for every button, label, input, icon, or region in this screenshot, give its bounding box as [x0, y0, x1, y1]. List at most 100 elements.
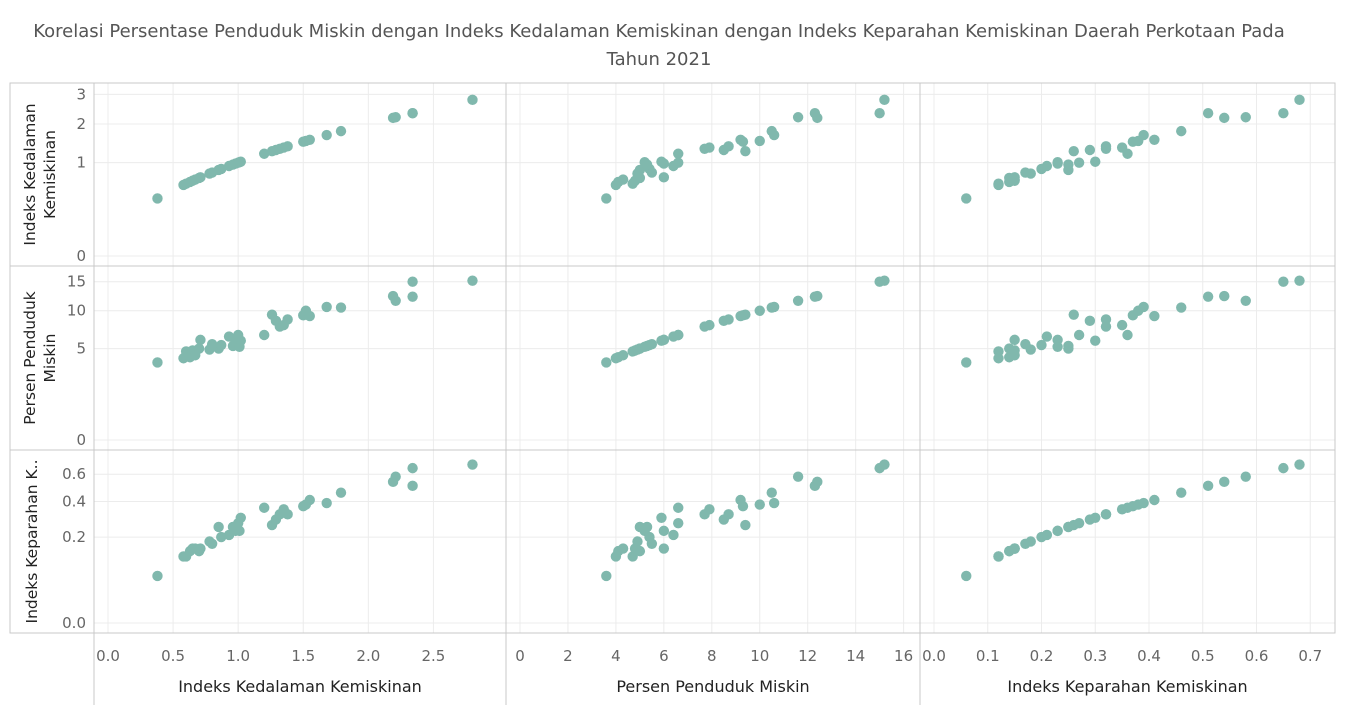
data-point [1240, 471, 1251, 482]
x-tick-label: 8 [707, 647, 717, 665]
data-point [1278, 462, 1289, 474]
data-point [1294, 94, 1305, 106]
data-point [723, 509, 734, 520]
data-point [1068, 146, 1079, 157]
x-tick-label: 0.4 [1137, 647, 1161, 665]
data-point [282, 314, 293, 325]
data-point [1073, 329, 1085, 341]
data-point [1278, 276, 1289, 287]
data-point [735, 134, 746, 146]
data-point [1068, 309, 1079, 320]
data-point [304, 134, 315, 146]
data-point [993, 551, 1004, 562]
data-point [601, 570, 612, 582]
data-point [335, 125, 347, 137]
data-point [1138, 301, 1149, 313]
data-point [792, 295, 804, 306]
data-point [152, 193, 163, 204]
data-point [390, 471, 401, 482]
row-label-line: Indeks Keparahan K.. [23, 460, 41, 624]
data-point [704, 319, 715, 331]
y-tick-label: 0 [76, 431, 86, 449]
grid-layer [94, 83, 1335, 633]
data-point [1020, 538, 1031, 549]
data-point [1202, 291, 1214, 302]
data-point [634, 164, 646, 176]
data-point [809, 291, 821, 302]
data-point [754, 499, 765, 510]
matrix-frame [9, 82, 1336, 634]
data-point [658, 172, 670, 183]
data-point [673, 517, 684, 529]
data-point [627, 551, 638, 562]
data-point [1202, 480, 1214, 492]
data-point [282, 509, 293, 520]
data-point [259, 329, 270, 341]
data-point [634, 545, 646, 557]
data-point [740, 146, 751, 157]
y-tick-label: 0.0 [62, 614, 86, 632]
data-point [407, 108, 418, 119]
x-tick-label: 10 [750, 647, 769, 665]
data-point [304, 494, 315, 506]
data-point [993, 178, 1004, 189]
x-tick-label: 12 [798, 647, 817, 665]
row-label-p1: Indeks Kedalaman Kemiskinan [21, 103, 59, 245]
data-point [1063, 159, 1074, 170]
data-point [1036, 339, 1047, 351]
data-point [1084, 144, 1096, 156]
data-point [1004, 343, 1015, 354]
data-point [1176, 487, 1187, 498]
data-point [1122, 329, 1133, 341]
data-point [193, 343, 205, 354]
data-point [673, 157, 684, 168]
data-point [467, 459, 478, 470]
data-point [961, 357, 972, 368]
data-point [735, 494, 746, 506]
data-point [1138, 129, 1149, 141]
data-point [1116, 504, 1128, 515]
data-point [1084, 315, 1096, 327]
x-tick-label: 0.0 [922, 647, 946, 665]
data-point [1240, 295, 1251, 306]
y-tick-label: 0.6 [62, 465, 86, 483]
row-label-line: Indeks Kedalaman [21, 103, 39, 245]
data-point [1219, 290, 1230, 302]
data-point [335, 487, 347, 498]
data-point [234, 525, 245, 537]
data-point [1009, 172, 1020, 183]
data-point [1041, 529, 1053, 541]
data-point [639, 157, 650, 168]
data-point [1041, 160, 1053, 172]
data-point [1138, 497, 1149, 509]
row-label-line: Miskin [41, 334, 59, 383]
data-point [617, 174, 629, 185]
row-label-line: Persen Penduduk [21, 291, 39, 425]
data-point [1073, 157, 1085, 168]
data-point [993, 346, 1004, 357]
data-point [601, 193, 612, 204]
data-point [704, 504, 715, 515]
data-point [407, 462, 418, 474]
data-point [617, 543, 629, 554]
data-point [1052, 157, 1063, 168]
data-point [206, 538, 218, 549]
data-point [195, 172, 206, 183]
data-point [1294, 459, 1305, 470]
chart-title-line-1: Korelasi Persentase Penduduk Miskin deng… [33, 21, 1285, 42]
data-point [1100, 141, 1112, 152]
data-point [1176, 302, 1187, 313]
data-point [1100, 314, 1112, 325]
data-point [259, 148, 270, 159]
data-point [282, 141, 293, 152]
data-point [639, 525, 650, 537]
x-tick-label: 0.5 [161, 647, 185, 665]
data-point [1068, 519, 1079, 531]
x-tick-label: 0.3 [1083, 647, 1107, 665]
y-tick-label: 2 [76, 115, 86, 133]
data-point [668, 529, 679, 541]
x-tick-label: 0.6 [1245, 647, 1269, 665]
y-tick-label: 15 [67, 273, 86, 291]
data-point [235, 335, 246, 346]
